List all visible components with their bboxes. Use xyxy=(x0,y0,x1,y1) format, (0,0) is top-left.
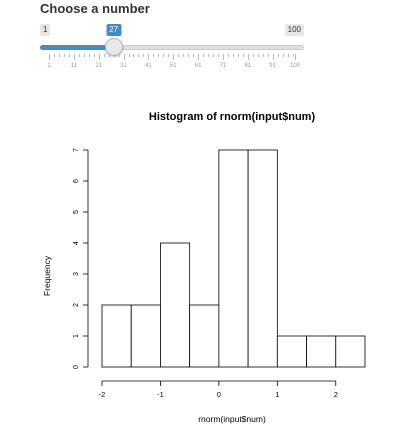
slider-minor-tick xyxy=(237,54,239,57)
slider-minor-tick xyxy=(83,54,85,57)
x-axis-label: rnorm(input$num) xyxy=(198,414,266,424)
slider-minor-tick xyxy=(282,54,284,57)
y-tick-label: 3 xyxy=(73,272,80,276)
slider-minor-tick xyxy=(193,54,195,57)
number-slider[interactable]: 1 100 27 1 11 21 31 41 51 61 71 81 91 100 xyxy=(40,22,304,74)
y-tick-label: 4 xyxy=(73,241,80,245)
histogram-bar xyxy=(218,149,249,368)
slider-minor-tick xyxy=(183,54,185,57)
slider-min-badge: 1 xyxy=(40,24,51,36)
slider-tick-label: 81 xyxy=(244,63,252,69)
x-tick-label: -2 xyxy=(99,390,106,399)
y-tick-label: 0 xyxy=(73,365,80,369)
slider-fill xyxy=(40,45,114,50)
slider-minor-tick xyxy=(138,54,140,57)
slider-minor-tick xyxy=(158,54,160,57)
slider-minor-tick xyxy=(242,54,244,57)
slider-minor-tick xyxy=(68,54,70,57)
slider-major-tick xyxy=(272,54,274,60)
y-tick-label: 1 xyxy=(73,334,80,338)
x-tick-label: 1 xyxy=(275,390,279,399)
slider-tick-label: 21 xyxy=(95,63,103,69)
slider-label: Choose a number xyxy=(40,1,150,16)
y-tick-label: 6 xyxy=(73,179,80,183)
x-axis: -2 -1 0 1 2 xyxy=(99,380,338,399)
slider-major-tick xyxy=(49,54,50,60)
slider-minor-tick xyxy=(78,54,80,57)
slider-minor-tick xyxy=(257,54,259,57)
slider-tick-label: 71 xyxy=(219,63,227,69)
slider-major-tick xyxy=(148,54,150,60)
histogram-bar xyxy=(101,304,132,368)
slider-minor-tick xyxy=(113,54,115,57)
slider-tick-label: 91 xyxy=(269,63,276,69)
histogram-bar xyxy=(189,304,220,368)
slider-tick-label: 11 xyxy=(70,63,77,69)
slider-major-tick xyxy=(173,54,175,60)
slider-minor-tick xyxy=(58,54,60,57)
slider-minor-tick xyxy=(188,54,190,57)
slider-tick-label: 51 xyxy=(169,63,177,69)
slider-major-tick xyxy=(247,54,249,60)
slider-minor-tick xyxy=(108,54,110,57)
slider-major-tick xyxy=(123,54,125,60)
y-tick-label: 2 xyxy=(73,303,80,307)
y-tick-label: 5 xyxy=(73,210,80,214)
slider-minor-tick xyxy=(118,54,120,57)
slider-minor-tick xyxy=(232,54,234,57)
y-axis-label: Frequency xyxy=(42,255,52,296)
slider-minor-tick xyxy=(292,54,294,57)
histogram-bar xyxy=(160,242,191,368)
histogram-chart: Histogram of rnorm(input$num) Frequency … xyxy=(42,111,366,424)
slider-minor-tick xyxy=(93,54,95,57)
slider-major-tick xyxy=(198,54,200,60)
slider-minor-tick xyxy=(143,54,145,57)
slider-minor-tick xyxy=(217,54,219,57)
slider-major-tick xyxy=(222,54,224,60)
slider-major-tick xyxy=(98,54,100,60)
slider-minor-tick xyxy=(203,54,205,57)
slider-minor-tick xyxy=(213,54,214,57)
slider-minor-tick xyxy=(153,54,155,57)
slider-minor-tick xyxy=(103,54,105,57)
slider-tick-label: 41 xyxy=(145,63,152,69)
slider-minor-tick xyxy=(227,54,229,57)
slider-minor-tick xyxy=(63,54,65,57)
slider-minor-tick xyxy=(53,54,55,57)
slider-minor-tick xyxy=(287,54,289,57)
slider-major-tick xyxy=(73,54,75,60)
slider-minor-tick xyxy=(252,54,254,57)
x-tick-label: -1 xyxy=(157,390,164,399)
slider-minor-tick xyxy=(88,54,90,57)
slider-minor-tick xyxy=(208,54,210,57)
slider-tick-label: 100 xyxy=(289,63,301,69)
chart-title: Histogram of rnorm(input$num) xyxy=(149,111,316,123)
slider-major-tick xyxy=(295,54,296,60)
histogram-bars xyxy=(101,149,366,368)
slider-minor-tick xyxy=(133,54,135,57)
slider-minor-tick xyxy=(277,54,279,57)
slider-minor-tick xyxy=(262,54,264,57)
slider-max-badge: 100 xyxy=(284,24,304,36)
histogram-bar xyxy=(276,335,307,368)
slider-value-badge: 27 xyxy=(106,24,122,36)
histogram-bar xyxy=(130,304,161,368)
histogram-bar xyxy=(335,335,366,368)
y-tick-label: 7 xyxy=(73,148,80,152)
x-tick-label: 2 xyxy=(334,390,338,399)
slider-minor-tick xyxy=(178,54,180,57)
histogram-bar xyxy=(247,149,278,368)
slider-tick-label: 61 xyxy=(194,63,202,69)
y-axis: 0 1 2 3 4 5 6 7 xyxy=(73,148,89,369)
slider-minor-tick xyxy=(267,54,269,57)
slider-minor-tick xyxy=(168,54,170,57)
slider-minor-tick xyxy=(128,54,130,57)
slider-tick-label: 31 xyxy=(120,63,127,69)
histogram-bar xyxy=(306,335,337,368)
slider-tick-label: 1 xyxy=(47,63,51,69)
slider-minor-tick xyxy=(163,54,165,57)
x-tick-label: 0 xyxy=(217,390,221,399)
